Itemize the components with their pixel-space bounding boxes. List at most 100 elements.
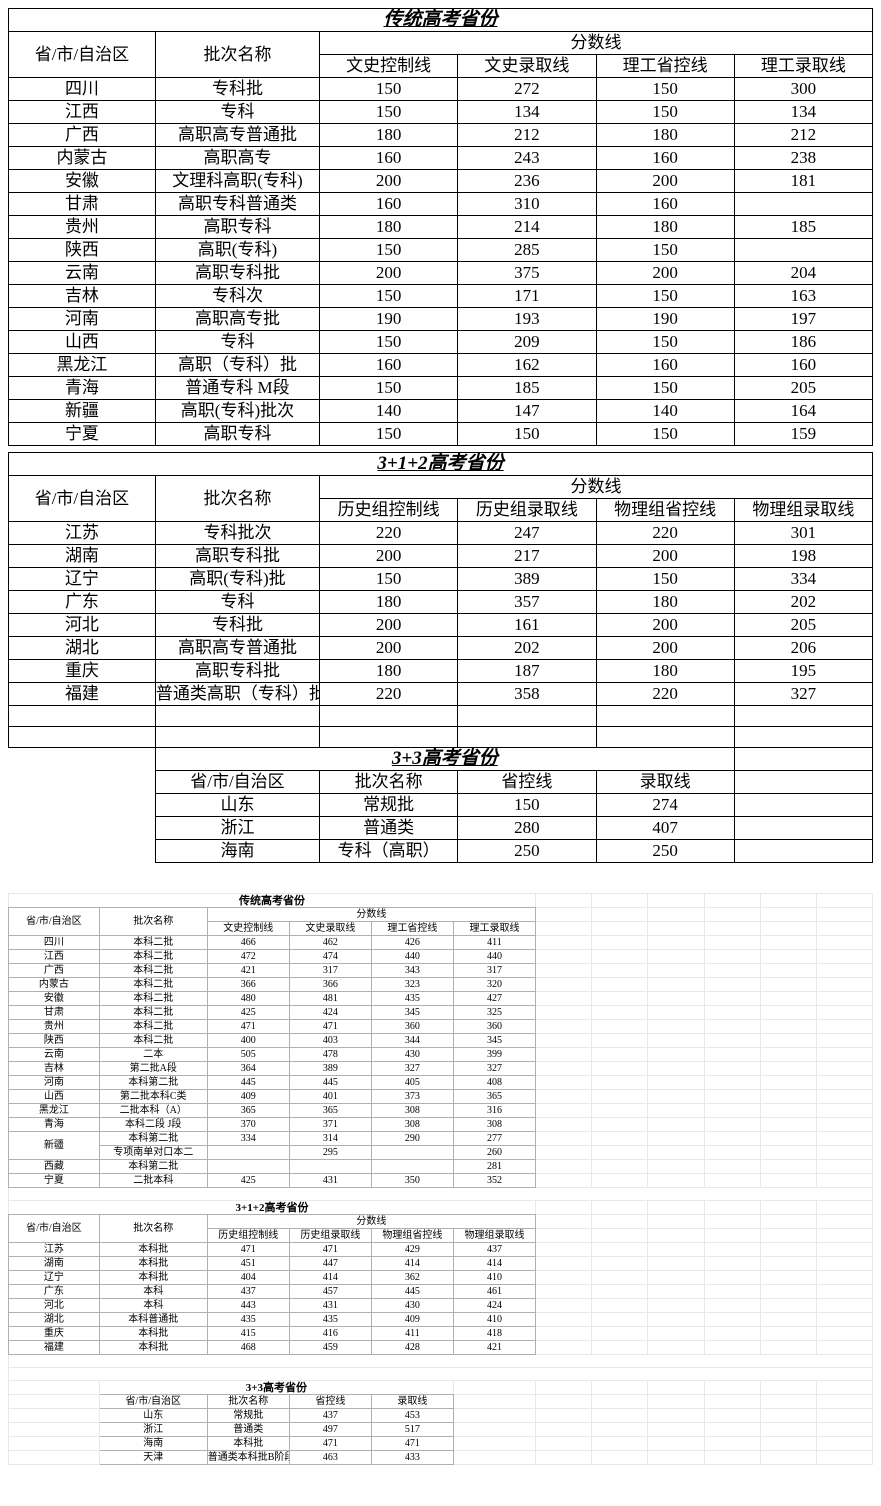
table-cell: 445 [289,1076,371,1090]
table-cell: 180 [596,216,734,239]
table-cell: 366 [207,978,289,992]
table-cell: 220 [320,522,458,545]
table-cell: 453 [371,1409,453,1423]
table-cell: 400 [207,1034,289,1048]
table-cell: 409 [371,1313,453,1327]
table-cell: 普通类 [320,817,458,840]
table-cell: 517 [371,1423,453,1437]
table-cell: 411 [453,936,535,950]
table-cell: 专科 [155,591,319,614]
table-cell: 200 [320,170,458,193]
table-cell: 437 [207,1285,289,1299]
table-cell: 陕西 [9,1034,100,1048]
table-cell: 江西 [9,950,100,964]
table-cell: 宁夏 [9,423,156,446]
table-cell: 430 [371,1299,453,1313]
table-cell: 河南 [9,1076,100,1090]
table-cell: 471 [289,1020,371,1034]
table-cell: 200 [596,262,734,285]
table-cell: 专科批 [155,78,319,101]
table-cell: 327 [734,683,872,706]
table-cell: 本科二批 [99,950,207,964]
table-cell: 424 [289,1006,371,1020]
table-cell: 334 [734,568,872,591]
table-cell: 462 [289,936,371,950]
table-cell: 普通类 [207,1423,289,1437]
table-cell: 162 [458,354,596,377]
table-cell: 429 [371,1243,453,1257]
table-cell: 本科二批 [99,1034,207,1048]
table-cell: 206 [734,637,872,660]
table-cell: 四川 [9,936,100,950]
table-cell: 高职专科批 [155,545,319,568]
table-cell: 专科（高职） [320,840,458,863]
table-cell: 217 [458,545,596,568]
table-cell: 湖南 [9,545,156,568]
table-cell: 431 [289,1174,371,1188]
table-cell: 本科普通批 [99,1313,207,1327]
table-cell: 440 [371,950,453,964]
table-cell: 471 [289,1243,371,1257]
table-cell: 高职(专科) [155,239,319,262]
table-cell: 461 [453,1285,535,1299]
table-cell: 212 [458,124,596,147]
table-cell: 220 [596,522,734,545]
table-cell: 高职高专普通批 [155,124,319,147]
table-cell: 本科第二批 [99,1076,207,1090]
table-cell: 本科 [99,1299,207,1313]
table-cell: 435 [289,1313,371,1327]
th-c1: 文史控制线 [320,55,458,78]
table-cell: 甘肃 [9,1006,100,1020]
table-cell [207,1160,289,1174]
table-cell: 150 [320,239,458,262]
table-cell: 160 [596,147,734,170]
table-cell: 高职专科 [155,423,319,446]
table-cell: 青海 [9,377,156,400]
table-cell: 459 [289,1341,371,1355]
table-cell: 345 [453,1034,535,1048]
table-cell: 134 [734,101,872,124]
table-cell: 普通类高职（专科）批 [155,683,319,706]
table-cell: 180 [596,124,734,147]
table-cell: 山东 [99,1409,207,1423]
table-cell: 414 [453,1257,535,1271]
table-cell: 200 [320,545,458,568]
table-cell: 安徽 [9,170,156,193]
table-cell: 418 [453,1327,535,1341]
table-cell: 430 [371,1048,453,1062]
table-cell: 185 [734,216,872,239]
table-cell: 403 [289,1034,371,1048]
table-cell: 海南 [99,1437,207,1451]
table-cell: 327 [371,1062,453,1076]
table-cell: 317 [453,964,535,978]
table-cell: 200 [320,637,458,660]
table-33: 3+3高考省份 省/市/自治区 批次名称 省控线 录取线 山东常规批150274… [8,706,873,863]
table-cell: 204 [734,262,872,285]
table1-title: 传统高考省份 [9,9,873,32]
table-cell: 山西 [9,331,156,354]
table-cell: 本科批 [207,1437,289,1451]
table-cell: 474 [289,950,371,964]
table-cell: 本科批 [99,1257,207,1271]
table-cell: 350 [371,1174,453,1188]
table-cell: 202 [458,637,596,660]
table-cell: 150 [596,101,734,124]
table-cell: 200 [596,614,734,637]
table-cell: 第二批A段 [99,1062,207,1076]
table-cell: 本科二批 [99,978,207,992]
table-cell: 471 [371,1437,453,1451]
table-cell: 150 [596,331,734,354]
table-cell: 243 [458,147,596,170]
table-cell: 190 [596,308,734,331]
table-cell: 472 [207,950,289,964]
table-cell: 云南 [9,262,156,285]
table-cell: 171 [458,285,596,308]
table-cell: 471 [289,1437,371,1451]
table-cell: 431 [289,1299,371,1313]
table-cell: 365 [453,1090,535,1104]
table-cell: 本科二批 [99,992,207,1006]
table-cell: 湖北 [9,637,156,660]
table-cell: 421 [207,964,289,978]
table-cell: 214 [458,216,596,239]
table-cell: 480 [207,992,289,1006]
